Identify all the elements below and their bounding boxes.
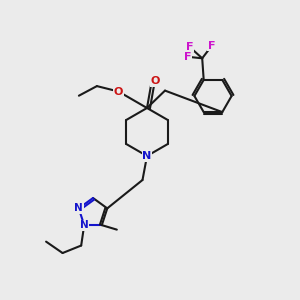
Text: F: F [184, 52, 191, 62]
Text: N: N [80, 220, 88, 230]
Text: N: N [142, 151, 152, 161]
Text: F: F [186, 42, 194, 52]
Text: O: O [150, 76, 160, 86]
Text: F: F [208, 41, 216, 51]
Text: O: O [114, 86, 123, 97]
Text: N: N [74, 203, 83, 213]
